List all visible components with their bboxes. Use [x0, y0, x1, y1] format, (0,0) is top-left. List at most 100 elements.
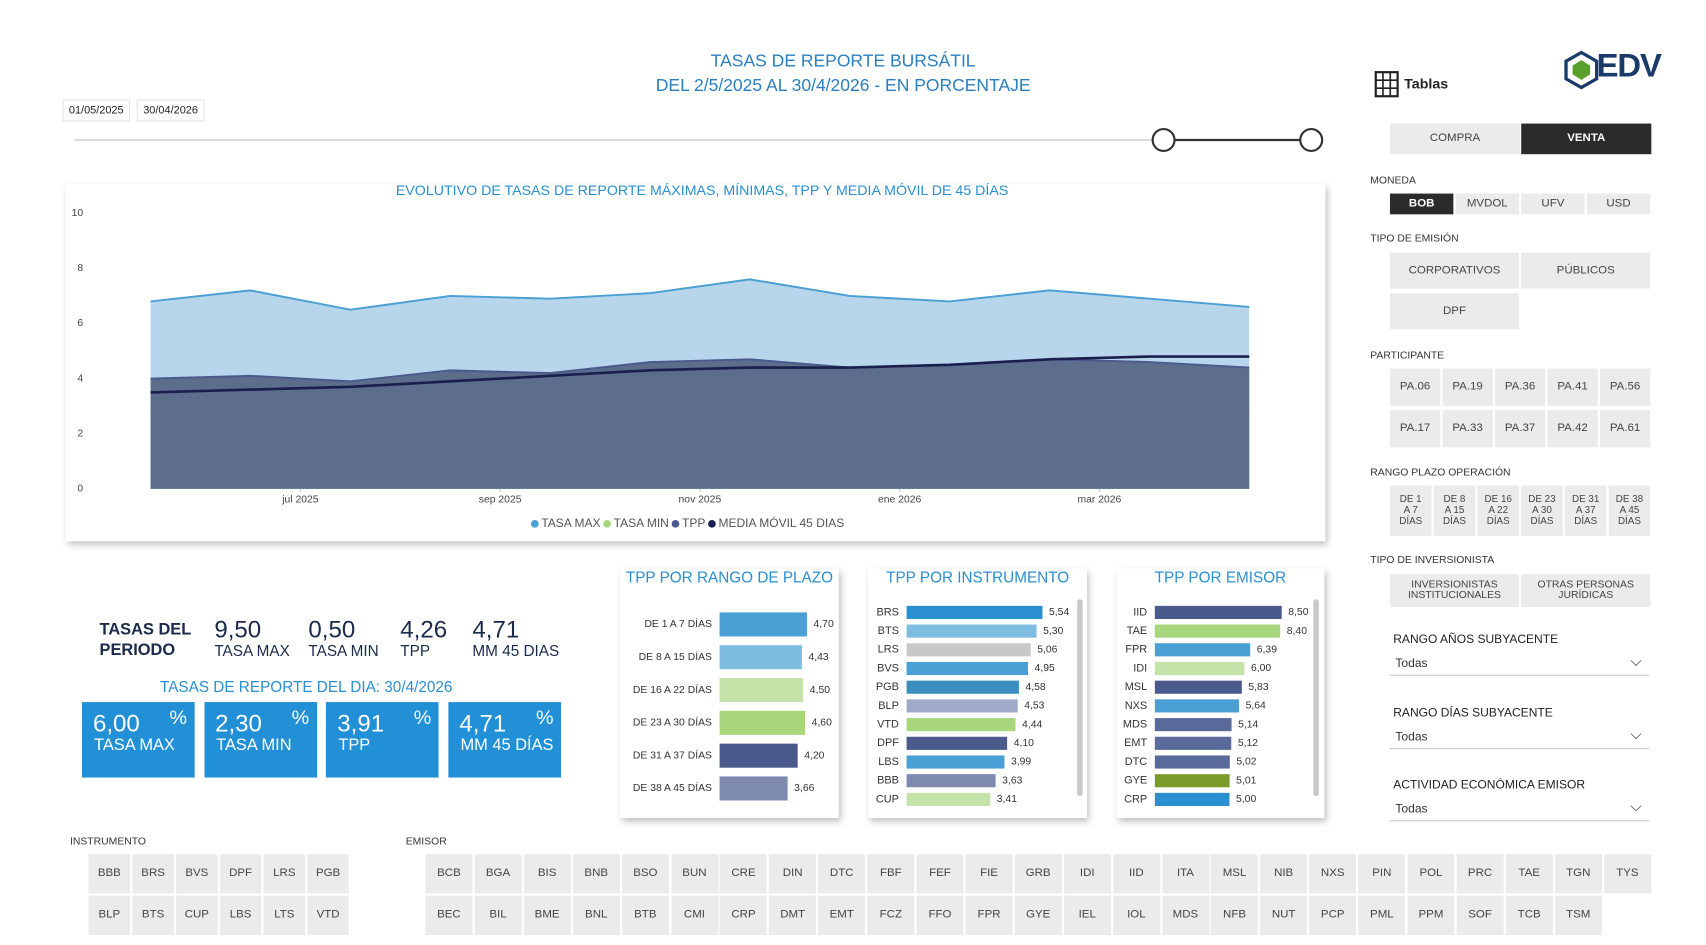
filter-button[interactable]: DTC: [818, 854, 866, 894]
filter-button[interactable]: FCZ: [867, 895, 915, 936]
scrollbar[interactable]: [1313, 599, 1319, 797]
filter-button[interactable]: DE 23 A 30 DÍAS: [1521, 485, 1563, 536]
filter-button[interactable]: NXS: [1309, 854, 1357, 894]
filter-button[interactable]: DPF: [1389, 293, 1519, 330]
filter-button[interactable]: BVS: [176, 854, 218, 894]
filter-button[interactable]: GYE: [1014, 895, 1062, 936]
filter-button[interactable]: USD: [1586, 193, 1651, 215]
filter-button[interactable]: CRE: [720, 854, 768, 894]
filter-button[interactable]: FPR: [965, 895, 1013, 936]
kpi-card[interactable]: [326, 702, 439, 778]
filter-button[interactable]: OTRAS PERSONAS JURÍDICAS: [1521, 574, 1651, 607]
slider-handle[interactable]: [1151, 127, 1176, 153]
filter-button[interactable]: BBB: [88, 854, 131, 894]
filter-button[interactable]: TYS: [1603, 854, 1651, 894]
filter-button[interactable]: MSL: [1211, 854, 1259, 894]
filter-button[interactable]: DPF: [219, 854, 262, 894]
filter-button[interactable]: TCB: [1505, 895, 1553, 936]
filter-button[interactable]: IOL: [1112, 895, 1160, 936]
filter-button[interactable]: PA.06: [1389, 368, 1441, 406]
filter-button[interactable]: TSM: [1554, 895, 1602, 936]
filter-button[interactable]: PML: [1358, 895, 1406, 936]
filter-button[interactable]: FFO: [916, 895, 964, 936]
filter-button[interactable]: MVDOL: [1455, 193, 1519, 215]
slider-handle[interactable]: [1299, 127, 1324, 153]
filter-button[interactable]: BSO: [621, 854, 669, 894]
filter-button[interactable]: PÚBLICOS: [1521, 252, 1651, 289]
filter-button[interactable]: DIN: [769, 854, 817, 894]
filter-button[interactable]: CUP: [176, 895, 218, 936]
filter-button[interactable]: CMI: [670, 895, 718, 936]
filter-button[interactable]: PA.42: [1547, 410, 1598, 448]
filter-button[interactable]: FIE: [965, 854, 1013, 894]
filter-button[interactable]: BTB: [621, 895, 669, 936]
filter-button[interactable]: FEF: [916, 854, 964, 894]
filter-button[interactable]: BEC: [425, 895, 473, 936]
filter-button[interactable]: PA.33: [1442, 410, 1493, 448]
filter-button[interactable]: INVERSIONISTAS INSTITUCIONALES: [1389, 574, 1519, 607]
filter-button[interactable]: BRS: [132, 854, 174, 894]
filter-button[interactable]: NFB: [1211, 895, 1259, 936]
filter-button[interactable]: DE 38 A 45 DÍAS: [1608, 485, 1651, 536]
filter-button[interactable]: EMT: [818, 895, 866, 936]
filter-button[interactable]: CRP: [720, 895, 768, 936]
filter-button[interactable]: BTS: [132, 895, 174, 936]
filter-button[interactable]: BOB: [1389, 193, 1454, 215]
filter-button[interactable]: PA.36: [1494, 368, 1546, 406]
filter-button[interactable]: BNB: [572, 854, 620, 894]
filter-button[interactable]: IDI: [1063, 854, 1111, 894]
filter-button[interactable]: IEL: [1063, 895, 1111, 936]
filter-button[interactable]: BLP: [88, 895, 131, 936]
filter-button[interactable]: ITA: [1161, 854, 1209, 894]
filter-button[interactable]: NUT: [1260, 895, 1308, 936]
filter-button[interactable]: UFV: [1521, 193, 1585, 215]
filter-button[interactable]: POL: [1407, 854, 1455, 894]
filter-button[interactable]: LTS: [263, 895, 306, 936]
filter-button[interactable]: PA.61: [1599, 410, 1651, 448]
dropdown[interactable]: [1389, 726, 1650, 749]
filter-button[interactable]: PA.41: [1547, 368, 1598, 406]
filter-button[interactable]: GRB: [1014, 854, 1062, 894]
filter-button[interactable]: PA.19: [1442, 368, 1493, 406]
date-input[interactable]: 30/04/2026: [136, 99, 205, 122]
filter-button[interactable]: MDS: [1161, 895, 1209, 936]
filter-button[interactable]: BUN: [670, 854, 718, 894]
filter-button[interactable]: CORPORATIVOS: [1389, 252, 1519, 289]
filter-button[interactable]: PPM: [1407, 895, 1455, 936]
kpi-card[interactable]: [448, 702, 562, 778]
filter-button[interactable]: BIL: [474, 895, 522, 936]
filter-button[interactable]: BGA: [474, 854, 522, 894]
filter-button[interactable]: IID: [1112, 854, 1160, 894]
date-input[interactable]: 01/05/2025: [62, 99, 131, 122]
filter-button[interactable]: DMT: [769, 895, 817, 936]
kpi-card[interactable]: [204, 702, 317, 778]
filter-button[interactable]: LRS: [263, 854, 306, 894]
filter-button[interactable]: DE 1 A 7 DÍAS: [1389, 485, 1432, 536]
filter-button[interactable]: DE 31 A 37 DÍAS: [1564, 485, 1607, 536]
filter-button[interactable]: FBF: [867, 854, 915, 894]
filter-button[interactable]: TGN: [1554, 854, 1602, 894]
filter-button[interactable]: PA.37: [1494, 410, 1546, 448]
scrollbar[interactable]: [1077, 599, 1083, 797]
filter-button[interactable]: PIN: [1358, 854, 1406, 894]
filter-button[interactable]: COMPRA: [1389, 123, 1521, 155]
filter-button[interactable]: PA.17: [1389, 410, 1441, 448]
filter-button[interactable]: BME: [523, 895, 571, 936]
tables-icon[interactable]: [1374, 71, 1399, 98]
filter-button[interactable]: DE 16 A 22 DÍAS: [1477, 485, 1519, 536]
dropdown[interactable]: [1389, 799, 1650, 822]
filter-button[interactable]: PA.56: [1599, 368, 1651, 406]
filter-button[interactable]: VENTA: [1521, 123, 1652, 155]
filter-button[interactable]: PGB: [307, 854, 349, 894]
filter-button[interactable]: VTD: [307, 895, 349, 936]
filter-button[interactable]: DE 8 A 15 DÍAS: [1433, 485, 1476, 536]
kpi-card[interactable]: [82, 702, 195, 778]
filter-button[interactable]: TAE: [1505, 854, 1553, 894]
dropdown[interactable]: [1389, 653, 1650, 676]
filter-button[interactable]: BCB: [425, 854, 473, 894]
filter-button[interactable]: LBS: [219, 895, 262, 936]
filter-button[interactable]: NIB: [1260, 854, 1308, 894]
filter-button[interactable]: BIS: [523, 854, 571, 894]
filter-button[interactable]: SOF: [1456, 895, 1504, 936]
filter-button[interactable]: PRC: [1456, 854, 1504, 894]
